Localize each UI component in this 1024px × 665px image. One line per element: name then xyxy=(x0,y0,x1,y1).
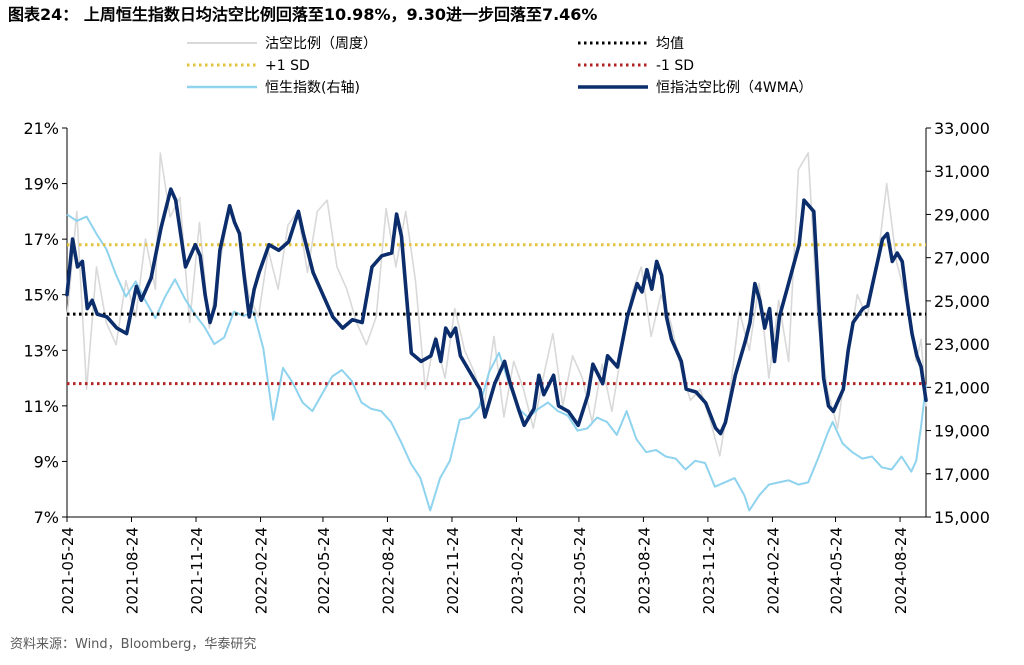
x-tick-label: 2024-05-24 xyxy=(828,527,846,614)
x-tick-label: 2024-08-24 xyxy=(892,527,910,614)
legend-label-short-ratio-weekly: 沽空比例（周度） xyxy=(265,36,377,52)
series-short-ratio-weekly xyxy=(66,152,927,457)
source-note: 资料来源：Wind，Bloomberg，华泰研究 xyxy=(10,637,256,652)
y-left-tick-label: 11% xyxy=(23,397,59,416)
x-tick-label: 2021-11-24 xyxy=(188,527,206,614)
y-right-tick-label: 33,000 xyxy=(934,119,990,138)
x-tick-label: 2023-05-24 xyxy=(571,527,589,614)
y-right-tick-label: 17,000 xyxy=(934,465,990,484)
y-right-tick-label: 27,000 xyxy=(934,249,990,268)
legend-label-hsi-index: 恒生指数(右轴) xyxy=(265,80,360,96)
series-short-ratio-4wma xyxy=(65,187,928,436)
y-right-tick-label: 21,000 xyxy=(934,378,990,397)
x-tick-label: 2023-02-24 xyxy=(508,527,526,614)
y-right-tick-label: 19,000 xyxy=(934,422,990,441)
x-tick-label: 2023-11-24 xyxy=(700,527,718,614)
y-left-tick-label: 17% xyxy=(23,230,59,249)
x-tick-label: 2022-11-24 xyxy=(444,527,462,614)
y-left-tick-label: 15% xyxy=(23,286,59,305)
y-right-tick-label: 25,000 xyxy=(934,292,990,311)
y-right-tick-label: 29,000 xyxy=(934,205,990,224)
y-left-tick-label: 9% xyxy=(34,452,59,471)
y-right-tick-label: 31,000 xyxy=(934,162,990,181)
legend-label-minus-1sd: -1 SD xyxy=(656,58,694,74)
x-tick-label: 2023-08-24 xyxy=(635,527,653,614)
y-left-tick-label: 21% xyxy=(23,119,59,138)
figure-title: 图表24： 上周恒生指数日均沽空比例回落至10.98%，9.30进一步回落至7.… xyxy=(8,5,597,24)
y-right-tick-label: 15,000 xyxy=(934,508,990,527)
y-left-tick-label: 7% xyxy=(34,508,59,527)
x-tick-label: 2022-02-24 xyxy=(253,527,271,614)
x-tick-label: 2021-08-24 xyxy=(124,527,142,614)
legend: 沽空比例（周度） 均值 +1 SD -1 SD 恒生指数(右轴) 恒指沽空比例（4WMA） xyxy=(187,36,812,96)
y-right-tick-label: 23,000 xyxy=(934,335,990,354)
legend-label-plus-1sd: +1 SD xyxy=(265,58,310,74)
plot-area: 7% 9% 11% 13% 15% 17% 19% 21% 15,000 17,000 19,000… xyxy=(23,119,990,614)
x-tick-label: 2022-08-24 xyxy=(379,527,397,614)
legend-label-short-ratio-4wma: 恒指沽空比例（4WMA） xyxy=(656,80,812,96)
x-tick-label: 2024-02-24 xyxy=(764,527,782,614)
y-left-tick-label: 13% xyxy=(23,341,59,360)
legend-label-mean: 均值 xyxy=(656,36,684,52)
x-tick-label: 2021-05-24 xyxy=(59,527,77,614)
y-left-tick-label: 19% xyxy=(23,175,59,194)
x-tick-label: 2022-05-24 xyxy=(315,527,333,614)
